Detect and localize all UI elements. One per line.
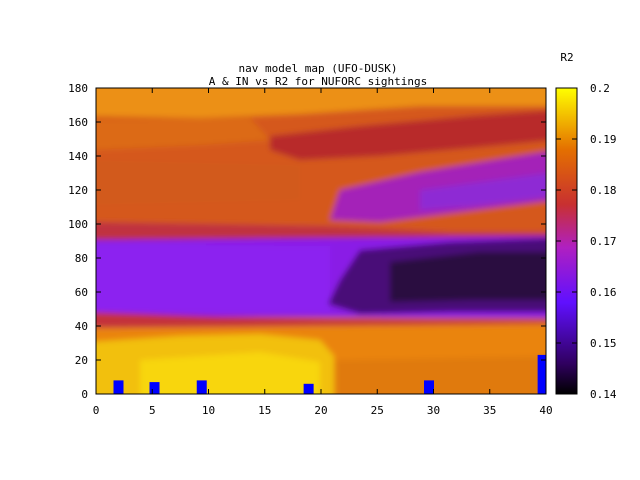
x-tick-label: 35 [483,404,496,417]
z-tick-label: 0.18 [590,184,617,197]
z-tick-label: 0.17 [590,235,617,248]
marker-5 [537,354,546,394]
marker-1 [149,382,160,394]
z-tick-label: 0.15 [590,337,617,350]
x-tick-label: 5 [149,404,156,417]
y-tick-label: 140 [68,150,88,163]
region-yellow-core [140,352,320,394]
heatmap-area [96,88,546,394]
colorbar-label: R2 [560,51,573,64]
y-tick-label: 60 [75,286,88,299]
region-purple-wedge [330,151,546,222]
z-tick-label: 0.14 [590,388,617,401]
y-tick-label: 0 [81,388,88,401]
marker-0 [113,380,124,394]
region-dark-core [390,252,546,302]
marker-layer [113,354,546,394]
region-violet-left [96,244,330,312]
marker-2 [196,380,207,394]
z-tick-label: 0.16 [590,286,617,299]
y-tick-label: 80 [75,252,88,265]
chart-title: nav model map (UFO-DUSK) [239,62,398,75]
z-tick-label: 0.19 [590,133,617,146]
region-purple-wedge-inner [420,173,546,210]
y-tick-label: 100 [68,218,88,231]
y-tick-label: 20 [75,354,88,367]
region-mid-lower [96,160,300,205]
x-tick-label: 20 [314,404,327,417]
y-tick-label: 160 [68,116,88,129]
x-tick-label: 25 [371,404,384,417]
y-axis: 0 20 40 60 80 100 120 140 160 180 [68,82,546,401]
region-mid-upper [96,118,270,150]
x-tick-label: 30 [427,404,440,417]
region-red-band [96,222,546,240]
y-tick-label: 180 [68,82,88,95]
marker-3 [303,383,314,394]
region-upper-dark [270,110,546,160]
region-bottom-right [336,356,546,394]
colorbar-axis: 0.14 0.15 0.16 0.17 0.18 0.19 0.2 [556,82,617,401]
x-tick-label: 15 [258,404,271,417]
y-tick-label: 40 [75,320,88,333]
marker-4 [424,380,434,394]
region-top-band [96,88,546,118]
y-tick-label: 120 [68,184,88,197]
x-tick-label: 10 [202,404,215,417]
z-tick-label: 0.2 [590,82,610,95]
x-axis: 0 5 10 15 20 25 30 35 40 [93,88,553,417]
x-tick-label: 0 [93,404,100,417]
x-tick-label: 40 [539,404,552,417]
chart-subtitle: A & IN vs R2 for NUFORC sightings [209,75,428,88]
